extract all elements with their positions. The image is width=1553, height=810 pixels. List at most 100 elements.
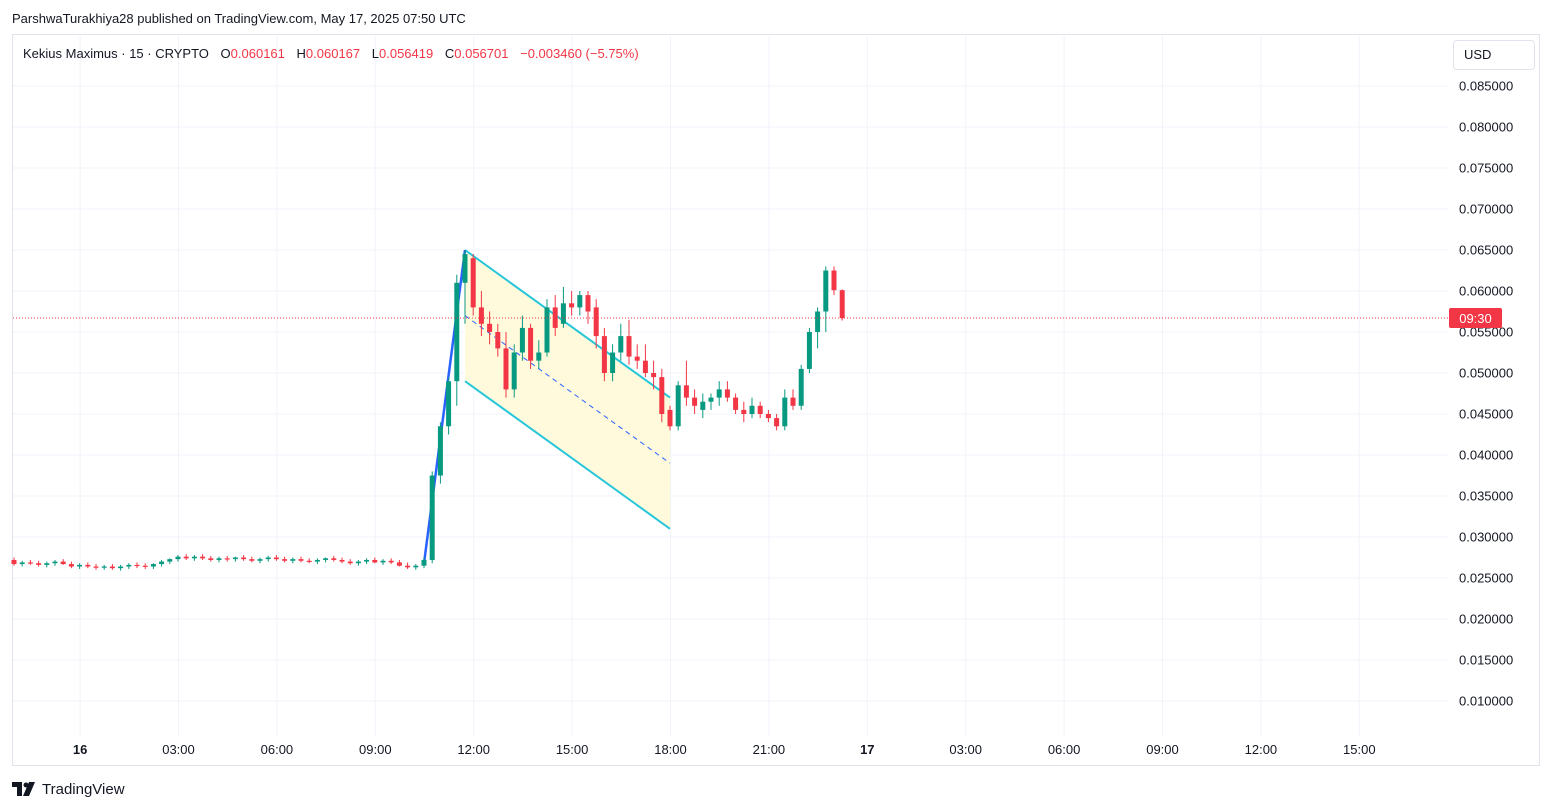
candle-body — [675, 385, 681, 427]
candle — [323, 557, 329, 563]
candle — [232, 556, 238, 562]
candle — [36, 560, 42, 567]
candle-body — [52, 561, 58, 564]
time-tick-label: 12:00 — [1245, 742, 1278, 757]
candle — [429, 471, 435, 564]
candle-body — [659, 377, 665, 414]
candle-body — [749, 405, 755, 414]
candle — [692, 389, 698, 414]
candle — [421, 557, 427, 569]
time-tick-label: 17 — [860, 742, 874, 757]
candle-body — [257, 559, 263, 561]
price-tick-label: 0.075000 — [1459, 161, 1513, 176]
candle — [560, 286, 566, 328]
candle-body — [380, 560, 386, 563]
candle-body — [462, 254, 468, 283]
candle — [44, 561, 50, 568]
candle — [372, 557, 378, 564]
candle-body — [68, 564, 74, 567]
time-axis: 21:001603:0006:0009:0012:0015:0018:0021:… — [73, 742, 1376, 757]
candle-body — [421, 559, 427, 566]
candle — [159, 559, 165, 567]
publisher-line: ParshwaTurakhiya28 published on TradingV… — [12, 11, 466, 26]
candle-body — [142, 565, 148, 567]
price-tick-label: 0.030000 — [1459, 530, 1513, 545]
candle-body — [429, 475, 435, 560]
candle — [511, 344, 517, 398]
price-tick-label: 0.050000 — [1459, 366, 1513, 381]
candle-body — [839, 290, 845, 319]
candle — [331, 555, 337, 562]
open-label: O — [220, 46, 231, 61]
price-tick-label: 0.015000 — [1459, 653, 1513, 668]
candle — [405, 562, 411, 569]
candle-body — [241, 557, 247, 560]
time-tick-label: 15:00 — [1343, 742, 1376, 757]
candle — [569, 291, 575, 316]
candle — [478, 291, 484, 337]
candle — [601, 327, 607, 382]
candle — [19, 560, 25, 567]
candle-body — [93, 566, 99, 568]
candle — [487, 311, 493, 345]
time-tick-label: 18:00 — [654, 742, 687, 757]
candle-body — [585, 295, 591, 312]
candle-body — [806, 332, 812, 369]
chart-frame — [12, 34, 1540, 766]
currency-button[interactable]: USD — [1453, 40, 1535, 70]
candle-body — [610, 352, 616, 373]
candle — [577, 291, 583, 316]
candle — [831, 266, 837, 296]
countdown-label: 09:30 — [1459, 311, 1492, 326]
candle-body — [692, 397, 698, 406]
price-tick-label: 0.070000 — [1459, 202, 1513, 217]
candle-body — [651, 373, 657, 378]
candle-body — [44, 563, 50, 565]
time-tick-label: 06:00 — [261, 742, 294, 757]
candle-body — [216, 558, 222, 560]
candle — [290, 557, 296, 564]
candle-body — [626, 336, 632, 357]
candle-body — [323, 558, 329, 560]
candle-body — [85, 564, 91, 567]
candle-body — [577, 295, 583, 308]
candle-body — [249, 559, 255, 561]
candle-body — [536, 352, 542, 361]
high-label: H — [296, 46, 306, 61]
candle-body — [470, 258, 476, 308]
tradingview-logo[interactable]: TradingView — [12, 779, 125, 799]
time-tick-label: 03:00 — [949, 742, 982, 757]
candle-body — [232, 557, 238, 560]
candle-body — [413, 565, 419, 568]
candle-body — [364, 559, 370, 562]
candle-body — [724, 389, 730, 398]
candle — [815, 307, 821, 349]
candle — [85, 562, 91, 569]
candle — [282, 556, 288, 563]
candle — [667, 405, 673, 431]
candle — [585, 291, 591, 324]
candle-body — [339, 559, 345, 562]
candle — [118, 564, 124, 571]
candle — [700, 393, 706, 419]
candle-body — [601, 336, 607, 373]
candle-body — [290, 559, 296, 561]
candle-body — [208, 558, 214, 560]
low-value: 0.056419 — [379, 46, 434, 61]
candle — [716, 381, 722, 406]
candle-body — [347, 561, 353, 564]
candle-body — [642, 360, 648, 373]
candle — [470, 254, 476, 316]
candle — [306, 558, 312, 564]
candle — [93, 564, 99, 570]
candle — [216, 556, 222, 563]
candle-body — [511, 352, 517, 390]
candle — [544, 299, 550, 357]
candle — [503, 332, 509, 398]
candle-body — [282, 559, 288, 561]
candle-body — [544, 307, 550, 353]
candle — [626, 319, 632, 365]
tradingview-logo-icon — [12, 782, 35, 796]
brand-name: TradingView — [42, 780, 125, 798]
